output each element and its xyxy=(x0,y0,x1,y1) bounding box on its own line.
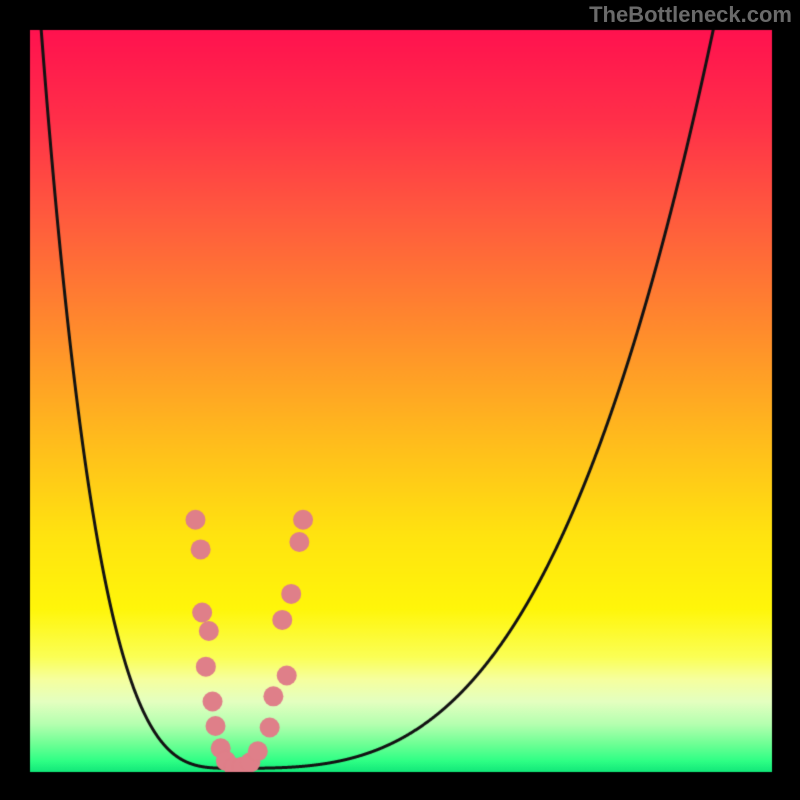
bottleneck-chart-canvas xyxy=(0,0,800,800)
watermark-text: TheBottleneck.com xyxy=(589,2,792,28)
chart-stage: TheBottleneck.com xyxy=(0,0,800,800)
